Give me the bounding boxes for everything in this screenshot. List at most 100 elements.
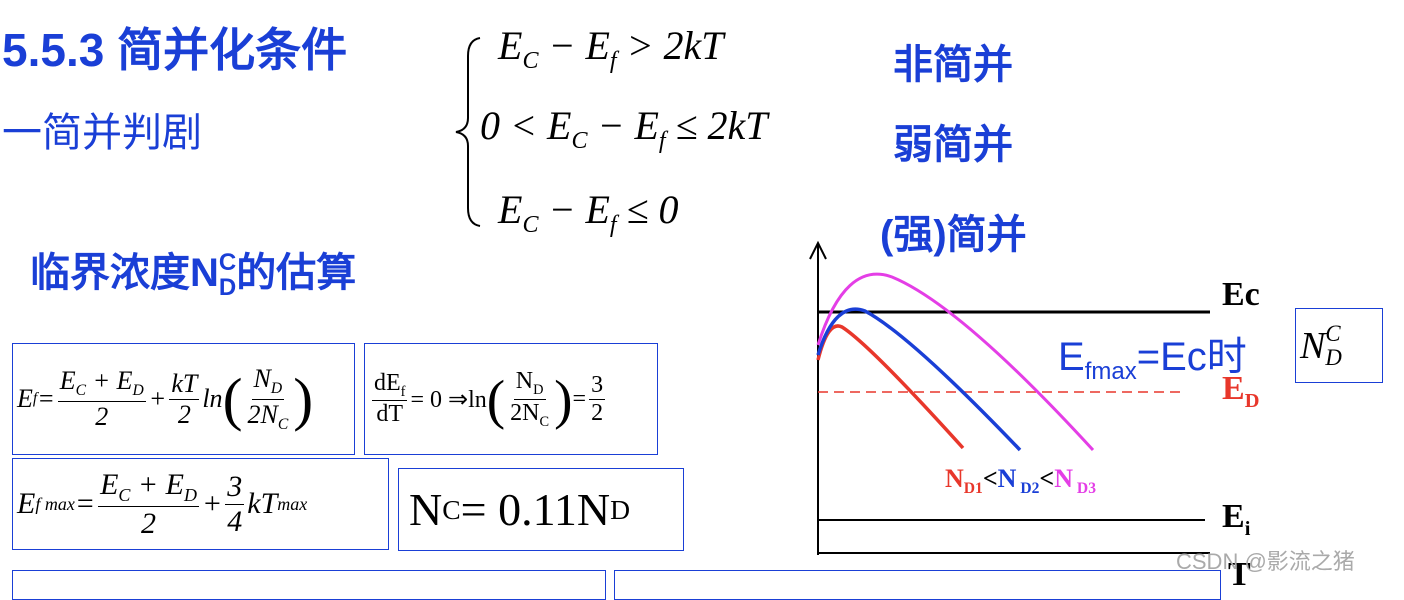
subscript: D <box>184 484 197 505</box>
subscript: f max <box>35 493 75 514</box>
subscript: D1 <box>963 480 983 498</box>
math-text: + <box>202 487 223 520</box>
math-text: E <box>100 467 119 501</box>
subscript: C <box>571 128 588 154</box>
subscript: max <box>277 493 308 514</box>
condition-label: 弱简并 <box>893 123 1013 167</box>
subscript: fmax <box>1084 358 1137 385</box>
math-text: 的估算 <box>236 251 357 295</box>
math-text: kT <box>247 487 278 520</box>
numerator: dEf <box>372 370 408 402</box>
concentration: N D2 <box>997 464 1040 497</box>
math-text: > 2kT <box>616 23 724 68</box>
numerator: 3 <box>225 469 245 505</box>
math-text: E <box>498 187 523 232</box>
math-text: = <box>572 385 587 412</box>
math-text: 临界浓度 <box>30 251 190 295</box>
math-text: ≤ 2kT <box>665 103 768 148</box>
numerator: kT <box>169 369 200 400</box>
subscript: D <box>218 274 237 302</box>
subscript: C <box>522 48 539 74</box>
math-text: E <box>498 23 523 68</box>
math-text: N <box>997 464 1017 493</box>
fraction: ND 2NC <box>508 368 551 431</box>
subscript: f <box>609 48 617 74</box>
subscript: D <box>132 382 144 400</box>
subscript: C <box>539 413 550 430</box>
t-label: T <box>1228 556 1251 593</box>
curve-nd2 <box>816 307 1022 452</box>
fraction: ND 2NC <box>245 364 290 433</box>
parenthesis: ) <box>554 368 573 430</box>
math-text: 3 <box>591 371 604 398</box>
formula-box <box>614 570 1221 600</box>
math-text: N <box>253 364 271 394</box>
subscript: D <box>270 380 283 398</box>
concentration: N D3 <box>1054 464 1096 497</box>
condition-formula: 0 < EC − Ef ≤ 2kT <box>480 102 768 155</box>
numerator: ND <box>513 368 546 400</box>
subscript: D <box>1325 344 1342 370</box>
title: 5.5.3 简并化条件 <box>2 24 348 76</box>
subscript: D2 <box>1016 480 1040 498</box>
parenthesis: ( <box>486 368 506 430</box>
parenthesis: ( <box>222 365 243 432</box>
math-text: N <box>190 251 219 295</box>
denominator: 2NC <box>245 400 290 434</box>
math-text: N <box>409 484 443 535</box>
math-text: − E <box>587 103 659 148</box>
curve-nd3 <box>816 272 1095 452</box>
math-text: 2 <box>95 401 109 431</box>
condition-formula: EC − Ef > 2kT <box>498 22 724 75</box>
section-heading: 临界浓度N C D 的估算 <box>30 240 356 301</box>
fraction: EC + ED 2 <box>98 468 199 541</box>
concentration: ND1 <box>945 464 983 497</box>
math-text: + E <box>86 366 133 396</box>
denominator: 2 <box>139 507 158 541</box>
condition-formula: EC − Ef ≤ 0 <box>498 186 679 239</box>
subscript: C <box>442 493 461 525</box>
subscript: f <box>400 383 406 400</box>
math-text: 2N <box>510 399 540 426</box>
denominator: 2NC <box>508 400 551 431</box>
math-text: = 0.11N <box>460 484 611 535</box>
subscript: f <box>658 128 666 154</box>
subscript: C <box>522 212 539 238</box>
math-text: E <box>1222 498 1245 535</box>
subscript: D <box>533 381 544 398</box>
condition-label: 非简并 <box>893 43 1013 87</box>
separator: < <box>1039 464 1055 493</box>
math-text: 4 <box>227 504 243 538</box>
parenthesis: ) <box>293 365 314 432</box>
watermark: CSDN @影流之猪 <box>1176 549 1355 574</box>
fraction: EC + ED 2 <box>57 366 146 431</box>
slide: 5.5.3 简并化条件 一简并判剧 EC − Ef > 2kT 0 < EC −… <box>2 22 1383 600</box>
subscript: D3 <box>1073 480 1096 498</box>
math-text: = <box>37 384 55 413</box>
math-text: E <box>1222 370 1245 407</box>
ec-label: Ec <box>1222 276 1260 313</box>
math-text: N <box>1054 464 1074 493</box>
concentration-order: ND1<N D2<N D3 <box>945 464 1096 498</box>
math-text: =Ec时 <box>1136 335 1247 379</box>
math-text: 3 <box>227 469 243 503</box>
subscript: C <box>118 484 131 505</box>
math-text: E <box>17 487 36 520</box>
condition-label: (强)简并 <box>880 213 1027 257</box>
math-text: + E <box>130 467 184 501</box>
math-text: E <box>17 384 33 413</box>
math-text: 2 <box>141 506 157 540</box>
subscript: D <box>1244 389 1260 412</box>
subscript: f <box>32 390 38 407</box>
subscript: D <box>610 493 631 525</box>
math-text: + <box>148 384 167 413</box>
curve-nd1 <box>816 324 965 450</box>
fraction: kT 2 <box>169 369 200 430</box>
math-text: − E <box>538 23 610 68</box>
